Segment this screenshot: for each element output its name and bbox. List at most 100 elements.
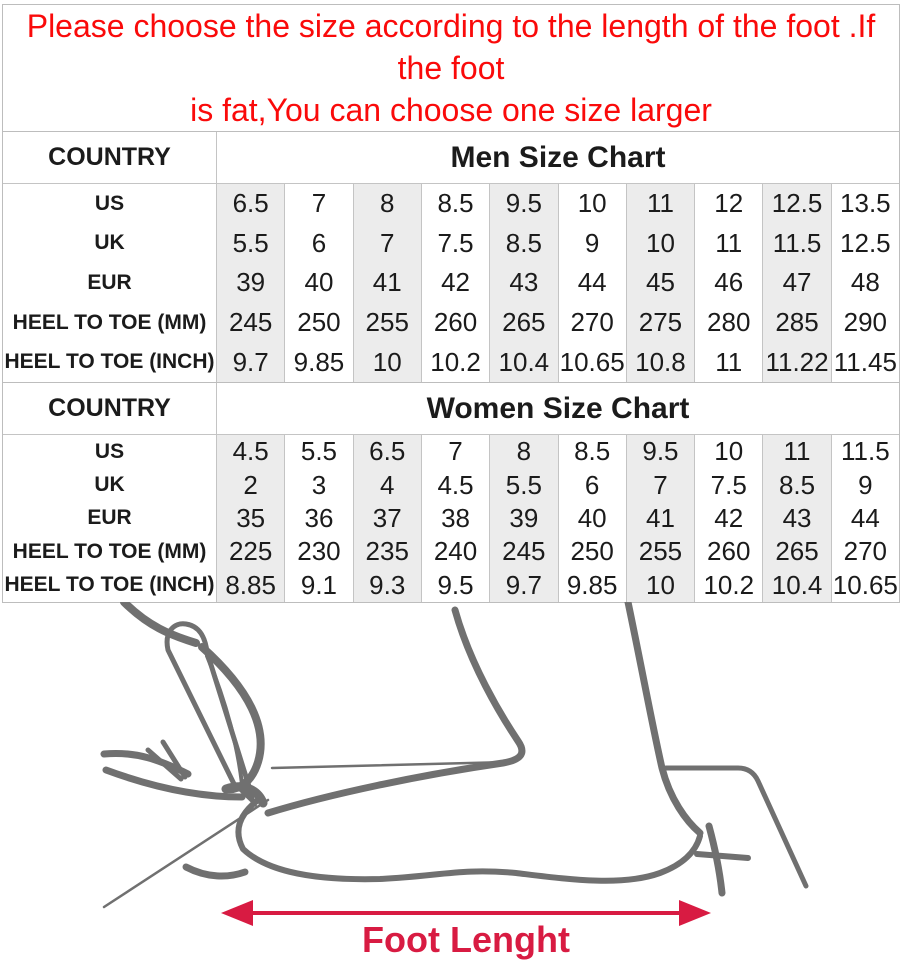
size-cell: 230 <box>284 535 352 569</box>
size-cell: 6.5 <box>216 184 285 224</box>
foot-length-annotation: Foot Lenght <box>221 900 711 960</box>
size-cell: 7 <box>625 468 695 502</box>
size-cell: 44 <box>557 263 626 303</box>
size-cell: 12.5 <box>762 184 831 224</box>
size-cell: 45 <box>625 263 695 303</box>
size-cell: 235 <box>352 535 421 569</box>
size-cell: 240 <box>420 535 489 569</box>
size-cell: 10.2 <box>694 568 762 602</box>
row-label: HEEL TO TOE (MM) <box>12 539 207 563</box>
size-cell: 255 <box>352 302 421 343</box>
size-cell: 9.7 <box>489 568 558 602</box>
size-cell: 4.5 <box>420 468 489 502</box>
size-cell: 47 <box>762 263 831 303</box>
notice-line-2: is fat,You can choose one size larger <box>190 92 712 128</box>
size-cell: 8.5 <box>420 184 489 224</box>
row-label: UK <box>94 473 125 497</box>
row-label: HEEL TO TOE (MM) <box>12 310 207 334</box>
size-cell: 260 <box>420 302 489 343</box>
size-cell: 10 <box>557 184 626 224</box>
size-cell: 270 <box>557 302 626 343</box>
size-cell: 42 <box>694 501 762 536</box>
size-cell: 40 <box>284 263 352 303</box>
heel-tick-vertical <box>705 822 726 897</box>
size-cell: 265 <box>489 302 558 343</box>
size-cell: 8.5 <box>762 468 831 502</box>
size-cell: 11 <box>694 342 762 382</box>
size-cell: 10 <box>352 342 421 382</box>
size-cell: 10.2 <box>420 342 489 382</box>
size-cell: 9 <box>557 223 626 264</box>
size-cell: 39 <box>216 263 285 303</box>
size-cell: 6 <box>557 468 626 502</box>
size-cell: 9.3 <box>352 568 421 602</box>
size-cell: 48 <box>830 263 899 303</box>
row-label: US <box>94 191 125 215</box>
size-cell: 13.5 <box>830 184 899 224</box>
measure-arrowhead-right <box>679 900 711 926</box>
size-cell: 35 <box>216 501 285 536</box>
size-cell: 7.5 <box>694 468 762 502</box>
size-cell: 11 <box>694 223 762 264</box>
size-cell: 8 <box>352 184 421 224</box>
table-title: Women Size Chart <box>216 383 899 435</box>
size-cell: 245 <box>489 535 558 569</box>
size-cell: 4 <box>352 468 421 502</box>
size-cell: 275 <box>625 302 695 343</box>
hand-with-pencil-sketch <box>100 602 268 808</box>
notice-banner: Please choose the size according to the … <box>3 5 899 132</box>
size-cell: 10 <box>625 223 695 264</box>
size-cell: 11.5 <box>762 223 831 264</box>
size-cell: 11.22 <box>762 342 831 382</box>
size-cell: 7 <box>420 435 489 469</box>
size-cell: 41 <box>352 263 421 303</box>
finger-branch-2 <box>145 747 184 782</box>
notice-line-1: Please choose the size according to the … <box>26 8 876 86</box>
size-cell: 6 <box>284 223 352 264</box>
size-cell: 8.85 <box>216 568 285 602</box>
toe-bottom-dash <box>182 863 249 880</box>
size-cell: 42 <box>420 263 489 303</box>
table-title: Men Size Chart <box>216 132 899 184</box>
size-cell: 10 <box>625 568 695 602</box>
row-label: US <box>94 439 125 463</box>
size-cell: 11.5 <box>830 435 899 469</box>
size-cell: 36 <box>284 501 352 536</box>
finger-branch-3 <box>160 739 188 780</box>
size-cell: 10 <box>694 435 762 469</box>
heel-tick-horizontal <box>694 851 751 861</box>
size-cell: 290 <box>830 302 899 343</box>
size-cell: 43 <box>762 501 831 536</box>
size-cell: 44 <box>830 501 899 536</box>
pinch-stroke <box>221 782 268 808</box>
row-label: UK <box>94 231 125 255</box>
size-cell: 8.5 <box>489 223 558 264</box>
men-size-table: COUNTRY Men Size Chart US 6.5 7 8 8.5 9.5 10 11 12… <box>3 132 899 383</box>
size-cell: 250 <box>557 535 626 569</box>
row-label: EUR <box>87 270 132 294</box>
size-cell: 250 <box>284 302 352 343</box>
size-cell: 5.5 <box>216 223 285 264</box>
row-label: HEEL TO TOE (INCH) <box>4 350 215 374</box>
size-cell: 10.8 <box>625 342 695 382</box>
size-cell: 11 <box>762 435 831 469</box>
foot-top-thin-line <box>270 760 511 770</box>
size-cell: 12.5 <box>830 223 899 264</box>
size-cell: 9.5 <box>489 184 558 224</box>
size-cell: 245 <box>216 302 285 343</box>
size-cell: 40 <box>557 501 626 536</box>
size-cell: 280 <box>694 302 762 343</box>
size-cell: 9 <box>830 468 899 502</box>
size-cell: 7 <box>352 223 421 264</box>
size-cell: 37 <box>352 501 421 536</box>
size-cell: 8.5 <box>557 435 626 469</box>
foot-length-label: Foot Lenght <box>362 919 570 960</box>
size-cell: 9.7 <box>216 342 285 382</box>
size-cell: 11.45 <box>830 342 899 382</box>
back-leg-and-heel-line <box>624 602 704 837</box>
size-cell: 255 <box>625 535 695 569</box>
size-cell: 4.5 <box>216 435 285 469</box>
measure-arrowhead-left <box>221 900 253 926</box>
size-cell: 225 <box>216 535 285 569</box>
